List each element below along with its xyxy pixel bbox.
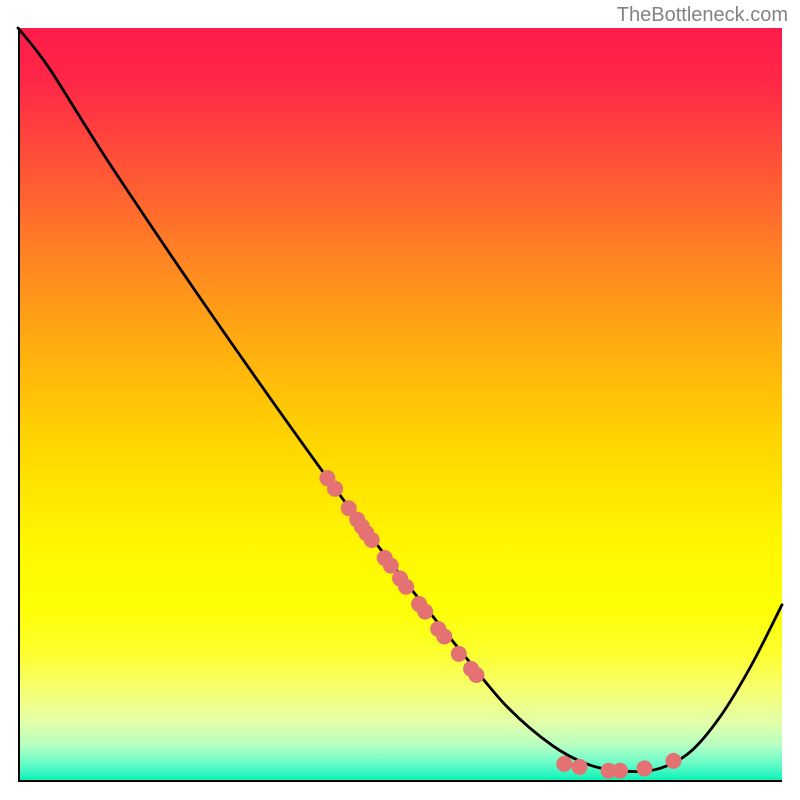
data-marker — [556, 756, 572, 772]
data-marker — [468, 667, 484, 683]
data-marker — [666, 753, 682, 769]
data-marker — [636, 760, 652, 776]
data-marker — [451, 646, 467, 662]
axis-bottom — [18, 780, 782, 782]
axis-left — [18, 28, 20, 782]
data-markers — [319, 470, 681, 779]
data-marker — [417, 604, 433, 620]
data-marker — [572, 759, 588, 775]
bottleneck-chart — [18, 28, 782, 782]
data-marker — [383, 558, 399, 574]
attribution-text: TheBottleneck.com — [617, 4, 788, 27]
chart-overlay — [18, 28, 782, 782]
data-marker — [436, 628, 452, 644]
data-marker — [327, 481, 343, 497]
data-marker — [398, 579, 414, 595]
data-marker — [364, 532, 380, 548]
data-marker — [612, 763, 628, 779]
bottleneck-curve — [18, 28, 782, 772]
